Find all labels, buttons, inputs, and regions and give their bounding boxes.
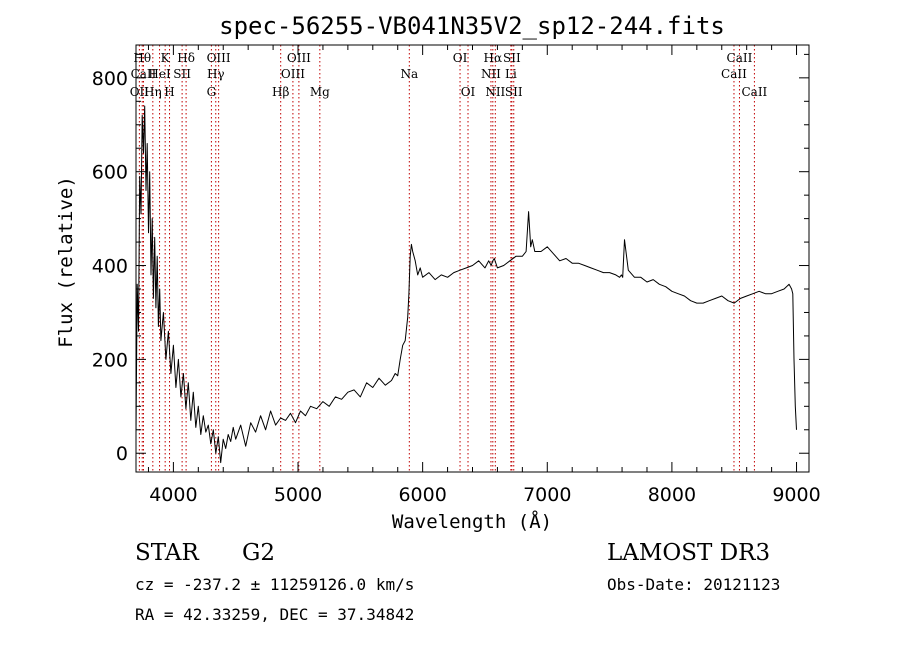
line-marker-label: SII [503, 51, 521, 65]
redshift-info: cz = -237.2 ± 11259126.0 km/s [135, 575, 414, 594]
line-marker-label: H [164, 85, 174, 99]
line-marker-label: K [161, 51, 171, 65]
y-tick-label: 600 [92, 162, 128, 184]
line-marker-label: CaII [727, 51, 753, 65]
object-subclass: G2 [242, 540, 275, 566]
line-marker-label: OIII [281, 67, 305, 81]
observation-date: Obs-Date: 20121123 [607, 575, 780, 594]
object-class: STAR [135, 540, 199, 566]
coordinates: RA = 42.33259, DEC = 37.34842 [135, 605, 414, 624]
x-tick-label: 5000 [274, 484, 322, 506]
line-marker-label: OIII [207, 51, 231, 65]
line-marker-label: OI [453, 51, 468, 65]
line-marker-label: Li [505, 67, 517, 81]
line-marker-label: HeI [148, 67, 171, 81]
line-marker-label: G [207, 85, 217, 99]
line-marker-label: Mg [310, 85, 330, 99]
line-marker-label: OI [461, 85, 476, 99]
x-tick-label: 4000 [149, 484, 197, 506]
line-marker-label: Na [400, 67, 418, 81]
line-marker-label: Hγ [207, 67, 225, 81]
x-tick-label: 9000 [772, 484, 820, 506]
x-axis-label: Wavelength (Å) [392, 510, 552, 533]
x-tick-label: 7000 [523, 484, 571, 506]
chart-title: spec-56255-VB041N35V2_sp12-244.fits [219, 12, 725, 40]
line-marker-label: SII [505, 85, 523, 99]
y-tick-label: 400 [92, 256, 128, 278]
line-marker-label: NII [485, 85, 505, 99]
line-marker-label: NII [481, 67, 501, 81]
line-marker-label: Hα [484, 51, 503, 65]
line-marker-label: OII [130, 85, 150, 99]
spectrum-line [135, 105, 797, 464]
line-marker-label: OIII [287, 51, 311, 65]
line-marker-label: CaII [721, 67, 747, 81]
y-axis-label: Flux (relative) [55, 176, 77, 348]
y-tick-label: 0 [116, 443, 128, 465]
line-marker-label: Hη [144, 85, 162, 99]
survey-name: LAMOST DR3 [607, 540, 770, 566]
plot-frame [135, 44, 810, 473]
x-tick-label: 8000 [648, 484, 696, 506]
axis-ticks: 4000 5000 6000 7000 8000 9000 0 200 400 600 800 [92, 45, 821, 506]
line-markers [138, 45, 755, 472]
line-marker-label: Hβ [272, 85, 289, 99]
line-marker-label: CaII [741, 85, 767, 99]
line-marker-label: SII [173, 67, 191, 81]
x-tick-label: 6000 [398, 484, 446, 506]
line-marker-label: Hδ [177, 51, 195, 65]
y-tick-label: 200 [92, 349, 128, 371]
y-tick-label: 800 [92, 68, 128, 90]
